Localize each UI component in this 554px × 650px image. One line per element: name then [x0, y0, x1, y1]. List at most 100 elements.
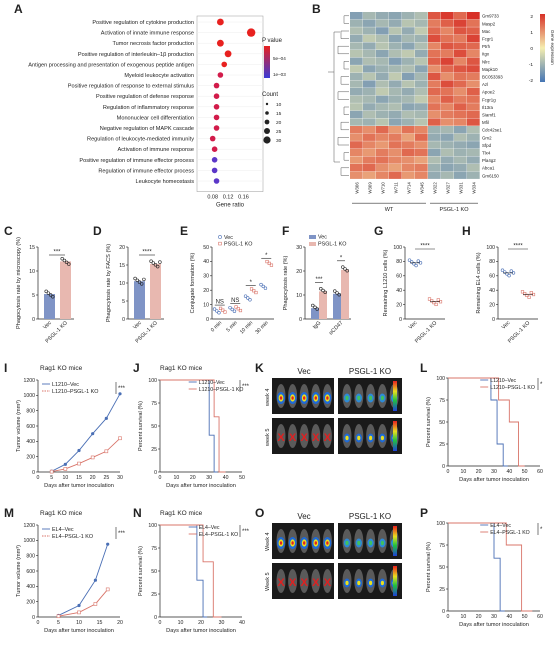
- heatmap-cell: [467, 164, 480, 172]
- y-tick-label: 25: [439, 442, 445, 448]
- bar: [311, 308, 319, 319]
- x-tick-label: 40: [506, 469, 512, 475]
- y-tick-label: 400: [26, 439, 35, 445]
- data-point: [416, 259, 420, 263]
- heatmap-cell: [402, 88, 415, 96]
- series-line: [58, 544, 109, 616]
- y-tick-label: 100: [393, 245, 402, 251]
- y-axis-label: Phagocytosis rate by microscopy (%): [16, 237, 22, 329]
- dendrogram-branch: [337, 137, 349, 146]
- mouse-silhouette: [299, 424, 309, 448]
- legend-label: PSGL-1 KO: [224, 241, 252, 247]
- y-tick-label: 0: [32, 615, 35, 621]
- y-tick-label: 1200: [23, 378, 35, 384]
- sig-label: *: [340, 255, 343, 261]
- y-tick-label: 10: [203, 302, 209, 308]
- y-tick-label: 600: [26, 569, 35, 575]
- heatmap-cell: [363, 126, 376, 134]
- count-legend-dot: [265, 111, 269, 115]
- panel-label: J: [133, 361, 140, 375]
- y-tick-label: 100: [148, 523, 157, 529]
- legend-label: EL4–Vec: [199, 525, 220, 531]
- y-tick-label: 0: [492, 317, 495, 323]
- heatmap-cell: [350, 27, 363, 35]
- gene-label: BC053393: [482, 75, 503, 80]
- y-tick-label: 25: [439, 587, 445, 593]
- bar: [150, 263, 161, 319]
- legend-label: EL4–PSGL-1 KO: [490, 530, 530, 536]
- data-point: [263, 286, 268, 290]
- dendrogram-branch: [340, 167, 349, 176]
- sample-label: W711: [394, 182, 399, 194]
- gene-label: Fcgr1g: [482, 97, 496, 102]
- heatmap-cell: [428, 164, 441, 172]
- data-point: [503, 270, 507, 274]
- heatmap-cell: [454, 103, 467, 111]
- heatmap-cell: [363, 72, 376, 81]
- x-tick-label: Vec: [501, 320, 512, 331]
- bioluminescence-signal: [369, 540, 373, 546]
- data-point: [140, 282, 144, 286]
- heatmap-cell: [389, 80, 402, 88]
- data-point: [63, 462, 67, 466]
- heatmap-cell: [428, 148, 441, 157]
- heatmap-cell: [376, 103, 389, 111]
- sample-label: W322: [433, 182, 438, 194]
- radiance-scale: [393, 526, 397, 556]
- data-point: [209, 135, 216, 142]
- data-point: [261, 284, 265, 289]
- data-point: [224, 50, 232, 58]
- data-point: [133, 276, 137, 281]
- dendrogram-branch: [340, 121, 349, 131]
- heatmap-cell: [363, 34, 376, 43]
- heatmap-cell: [467, 148, 480, 157]
- panel-label: E: [180, 225, 188, 238]
- x-tick-label: 5 min: [225, 320, 238, 333]
- heatmap-cell: [389, 141, 402, 149]
- heatmap-cell: [454, 88, 467, 96]
- data-point: [158, 260, 162, 264]
- gene-label: Tlx4: [482, 151, 491, 156]
- legend-label: EL4–Vec: [52, 527, 74, 533]
- heatmap-cell: [350, 65, 363, 73]
- heatmap-cell: [467, 50, 480, 58]
- data-point: [51, 295, 55, 299]
- heatmap-cell: [454, 19, 467, 27]
- bar: [319, 291, 327, 319]
- x-tick-label: 10: [460, 614, 466, 620]
- sig-label: *: [540, 527, 543, 533]
- mouse-silhouette: [288, 569, 298, 593]
- heatmap-cell: [402, 126, 415, 134]
- heatmap-cell: [402, 164, 415, 172]
- data-point: [213, 178, 220, 184]
- heatmap-cell: [376, 80, 389, 88]
- heatmap-cell: [389, 88, 402, 96]
- y-tick-label: 75: [439, 543, 445, 549]
- heatmap-cell: [467, 103, 480, 111]
- y-tick-label: 600: [26, 424, 35, 430]
- scale-tick: 2: [530, 14, 533, 20]
- x-tick-label: 20: [190, 475, 196, 481]
- data-point: [410, 260, 414, 264]
- row-four: M Rag1 KO mice 0 200 400 600 800 1000 1200 Tumor …: [0, 505, 554, 645]
- data-point: [217, 310, 221, 315]
- sig-label: ***: [242, 529, 250, 535]
- go-term-label: Activation of immune response: [118, 147, 195, 153]
- bioluminescence-signal: [380, 395, 384, 401]
- x-tick-label: 20: [476, 614, 482, 620]
- heatmap-cell: [363, 80, 376, 88]
- sig-label: NS: [231, 298, 239, 304]
- heatmap-cell: [376, 133, 389, 141]
- bioluminescence-signal: [369, 435, 373, 441]
- gene-label: Mac: [482, 29, 491, 34]
- x-tick-label: 25: [103, 475, 109, 481]
- count-legend-dot: [263, 136, 271, 144]
- data-point: [48, 293, 53, 297]
- legend-label: EL4–PSGL-1 KO: [52, 534, 93, 540]
- heatmap-cell: [363, 103, 376, 111]
- data-point: [211, 146, 218, 152]
- x-tick-label: 10 min: [239, 320, 254, 335]
- sample-label: W327: [446, 182, 451, 194]
- row-three-charts: I Rag1 KO mice020040060080010001200Tumor …: [4, 361, 543, 489]
- heatmap-cell: [467, 19, 480, 27]
